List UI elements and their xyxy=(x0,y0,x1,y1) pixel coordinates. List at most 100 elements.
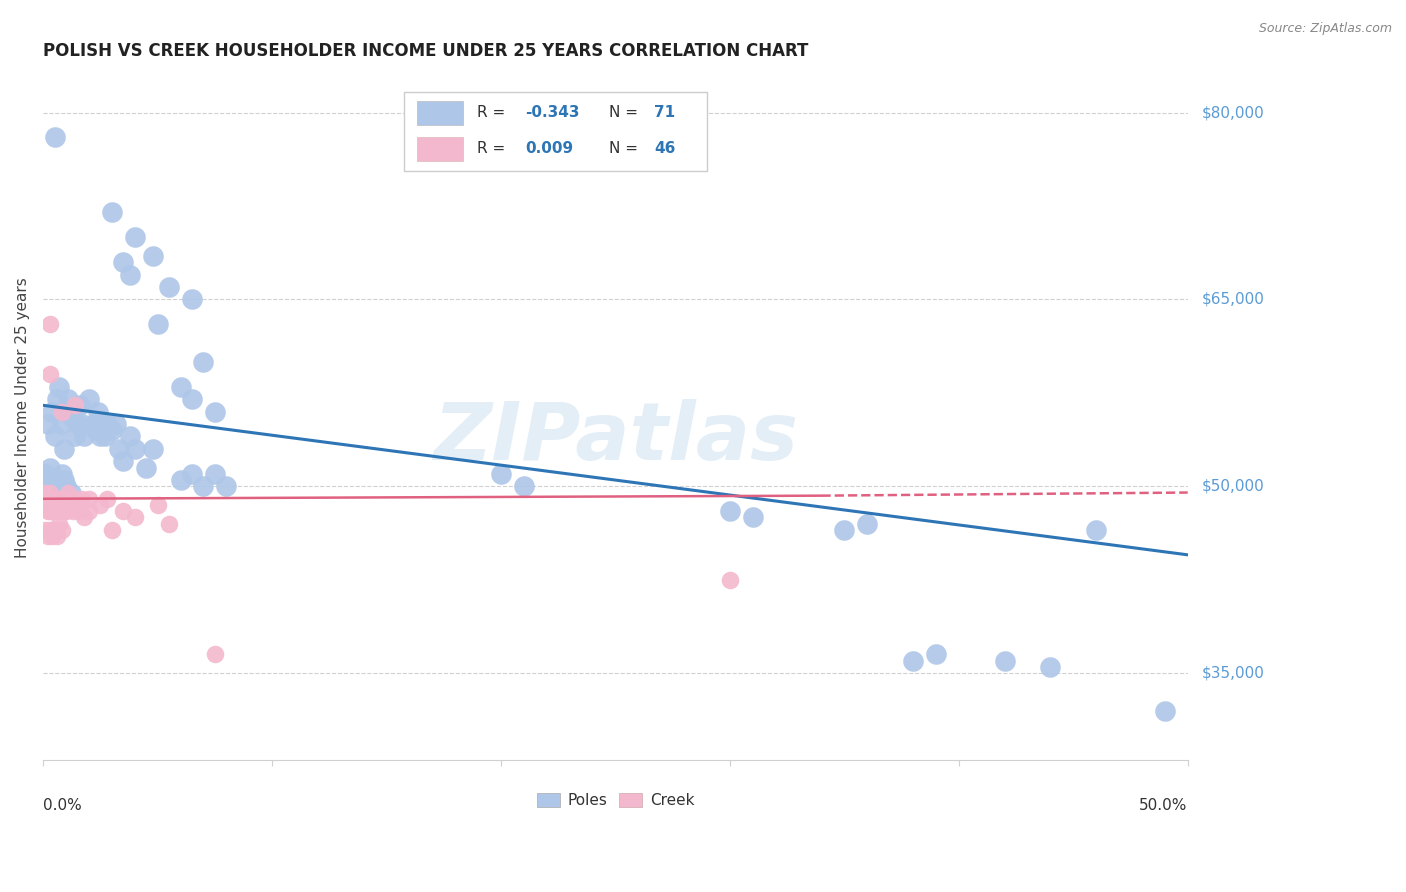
Point xyxy=(52,442,75,456)
Point xyxy=(59,485,82,500)
Point xyxy=(94,429,117,443)
Point xyxy=(834,523,856,537)
Point xyxy=(37,417,59,431)
Point xyxy=(142,249,165,263)
Point xyxy=(146,498,169,512)
Point xyxy=(34,523,56,537)
Point xyxy=(59,498,82,512)
Text: N =: N = xyxy=(609,105,643,120)
Point xyxy=(89,498,111,512)
Text: -0.343: -0.343 xyxy=(524,105,579,120)
Text: $35,000: $35,000 xyxy=(1202,665,1264,681)
Point xyxy=(124,230,146,244)
Point xyxy=(39,485,62,500)
Point xyxy=(73,429,96,443)
Point xyxy=(489,467,512,481)
Point xyxy=(48,516,70,531)
Point xyxy=(69,398,91,412)
Text: 0.0%: 0.0% xyxy=(44,798,82,814)
Point xyxy=(1039,660,1062,674)
Point xyxy=(718,573,741,587)
Point xyxy=(83,417,105,431)
Point xyxy=(66,417,89,431)
Point xyxy=(51,467,73,481)
Point xyxy=(101,523,124,537)
Point xyxy=(112,504,135,518)
Text: Source: ZipAtlas.com: Source: ZipAtlas.com xyxy=(1258,22,1392,36)
Point xyxy=(73,510,96,524)
Point xyxy=(59,404,82,418)
Point xyxy=(66,498,89,512)
Text: POLISH VS CREEK HOUSEHOLDER INCOME UNDER 25 YEARS CORRELATION CHART: POLISH VS CREEK HOUSEHOLDER INCOME UNDER… xyxy=(44,42,808,60)
Point xyxy=(96,491,118,506)
Point xyxy=(120,268,142,282)
Point xyxy=(124,510,146,524)
Point xyxy=(513,479,536,493)
Text: $80,000: $80,000 xyxy=(1202,105,1264,120)
Point xyxy=(51,523,73,537)
Text: 0.009: 0.009 xyxy=(524,141,574,156)
Point xyxy=(1085,523,1108,537)
Point xyxy=(87,404,110,418)
Point xyxy=(181,467,204,481)
Point xyxy=(48,379,70,393)
Y-axis label: Householder Income Under 25 years: Householder Income Under 25 years xyxy=(15,277,30,558)
Point xyxy=(105,417,128,431)
Point xyxy=(65,491,87,506)
Point xyxy=(181,392,204,406)
Point xyxy=(44,130,66,145)
Point xyxy=(204,648,226,662)
Point xyxy=(112,454,135,468)
Point xyxy=(58,485,80,500)
Point xyxy=(112,255,135,269)
Point xyxy=(1153,704,1175,718)
Point xyxy=(157,516,180,531)
Point xyxy=(169,473,191,487)
Text: 46: 46 xyxy=(654,141,676,156)
Point xyxy=(215,479,238,493)
Point xyxy=(169,379,191,393)
Point xyxy=(204,404,226,418)
Point xyxy=(124,442,146,456)
Point xyxy=(51,404,73,418)
Point xyxy=(37,529,59,543)
Point xyxy=(44,479,66,493)
Point xyxy=(52,473,75,487)
Text: N =: N = xyxy=(609,141,643,156)
Point xyxy=(146,318,169,332)
Text: $65,000: $65,000 xyxy=(1202,292,1264,307)
Text: 50.0%: 50.0% xyxy=(1139,798,1188,814)
Point xyxy=(55,504,77,518)
Point xyxy=(44,523,66,537)
Point xyxy=(77,504,100,518)
Point xyxy=(62,410,84,425)
Point xyxy=(45,485,67,500)
Text: R =: R = xyxy=(477,141,510,156)
Point xyxy=(39,318,62,332)
Point xyxy=(48,491,70,506)
Point xyxy=(41,491,63,506)
Point xyxy=(37,473,59,487)
Point xyxy=(135,460,157,475)
Point xyxy=(37,491,59,506)
Point xyxy=(51,498,73,512)
Point xyxy=(34,485,56,500)
Point xyxy=(181,293,204,307)
Point xyxy=(65,398,87,412)
Point xyxy=(77,491,100,506)
Point xyxy=(718,504,741,518)
Point xyxy=(70,417,93,431)
Text: ZIPatlas: ZIPatlas xyxy=(433,400,799,477)
Point xyxy=(157,280,180,294)
Point xyxy=(41,479,63,493)
Point xyxy=(62,504,84,518)
Point xyxy=(39,523,62,537)
Point xyxy=(84,423,107,437)
Point xyxy=(41,404,63,418)
Point xyxy=(193,355,215,369)
Text: 71: 71 xyxy=(654,105,675,120)
Point xyxy=(51,417,73,431)
Point xyxy=(120,429,142,443)
Point xyxy=(55,404,77,418)
Point xyxy=(101,423,124,437)
